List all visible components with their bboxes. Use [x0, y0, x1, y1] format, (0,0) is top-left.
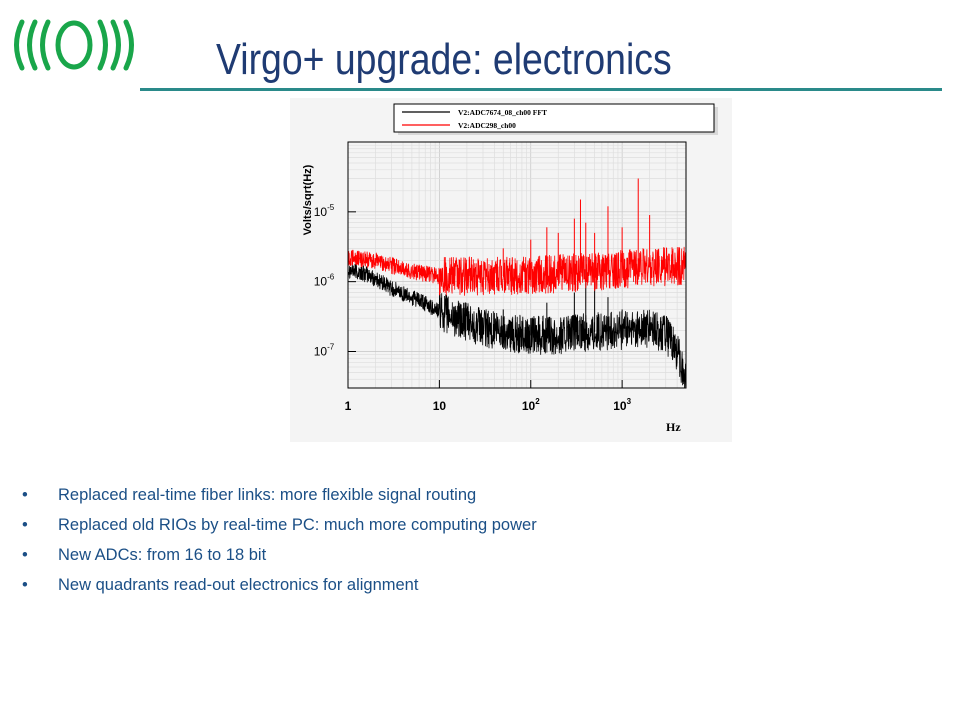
- spectrum-chart: V2:ADC7674_08_ch00 FFT V2:ADC298_ch00 1 1…: [290, 98, 732, 442]
- legend-label-red: V2:ADC298_ch00: [458, 121, 516, 130]
- legend-box: V2:ADC7674_08_ch00 FFT V2:ADC298_ch00: [393, 103, 718, 135]
- legend-label-black: V2:ADC7674_08_ch00 FFT: [458, 108, 547, 117]
- bullet-marker: •: [22, 576, 28, 594]
- virgo-waves-logo: [14, 19, 134, 71]
- bullet-text: Replaced real-time fiber links: more fle…: [58, 486, 477, 504]
- x-axis-label: Hz: [666, 420, 681, 434]
- bullet-marker: •: [22, 486, 28, 504]
- y-axis-label: Volts/sqrt(Hz): [302, 164, 314, 235]
- bullet-item: • New ADCs: from 16 to 18 bit: [22, 540, 537, 570]
- series-trace-0: [347, 262, 687, 389]
- plot-frame: [347, 141, 687, 389]
- bullet-text: New ADCs: from 16 to 18 bit: [58, 546, 267, 564]
- bullet-marker: •: [22, 546, 28, 564]
- bullet-text: Replaced old RIOs by real-time PC: much …: [58, 516, 537, 534]
- bullet-text: New quadrants read-out electronics for a…: [58, 576, 419, 594]
- series-trace-1: [347, 246, 687, 296]
- x-tick-label: 1: [345, 399, 352, 413]
- bullet-item: • Replaced old RIOs by real-time PC: much…: [22, 510, 537, 540]
- bullet-list: • Replaced real-time fiber links: more fl…: [22, 480, 537, 600]
- bullet-marker: •: [22, 516, 28, 534]
- x-tick-label: 10: [433, 399, 447, 413]
- title-rule: [140, 88, 942, 91]
- bullet-item: • New quadrants read-out electronics for …: [22, 570, 537, 600]
- bullet-item: • Replaced real-time fiber links: more fl…: [22, 480, 537, 510]
- slide-title: Virgo+ upgrade: electronics: [216, 35, 672, 84]
- series-1: [347, 178, 687, 296]
